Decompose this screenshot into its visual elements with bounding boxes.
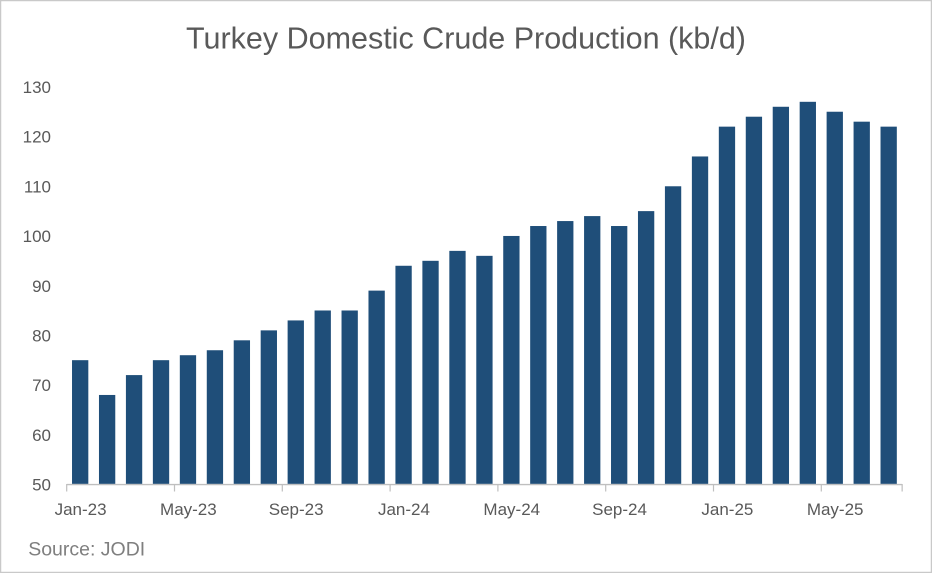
svg-text:Sep-23: Sep-23 xyxy=(269,500,324,519)
svg-text:May-24: May-24 xyxy=(483,500,540,519)
svg-text:May-23: May-23 xyxy=(160,500,217,519)
svg-text:70: 70 xyxy=(32,376,51,395)
svg-text:Sep-24: Sep-24 xyxy=(592,500,647,519)
svg-text:100: 100 xyxy=(23,227,51,246)
svg-text:110: 110 xyxy=(24,177,51,196)
svg-text:120: 120 xyxy=(23,128,51,147)
svg-text:60: 60 xyxy=(32,426,51,445)
svg-text:90: 90 xyxy=(32,277,51,296)
svg-text:May-25: May-25 xyxy=(807,500,864,519)
svg-text:Source: JODI: Source: JODI xyxy=(28,539,145,561)
svg-text:80: 80 xyxy=(32,326,51,345)
svg-text:50: 50 xyxy=(32,476,51,495)
svg-text:Jan-24: Jan-24 xyxy=(378,500,430,519)
svg-text:Turkey Domestic Crude Producti: Turkey Domestic Crude Production (kb/d) xyxy=(186,22,746,56)
svg-text:130: 130 xyxy=(23,78,51,97)
svg-text:Jan-23: Jan-23 xyxy=(55,500,107,519)
svg-text:Jan-25: Jan-25 xyxy=(701,500,753,519)
